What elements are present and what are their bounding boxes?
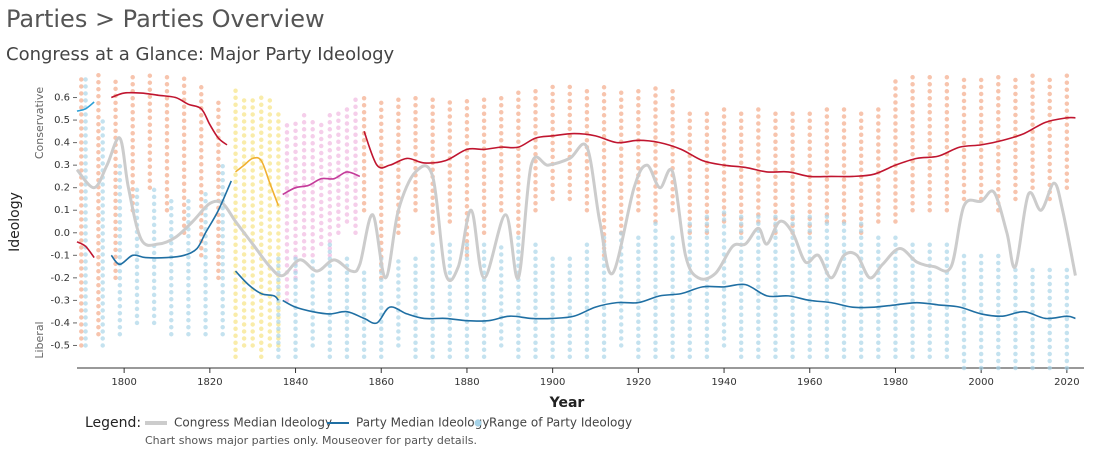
legend-label: Range of Party Ideology xyxy=(489,416,632,430)
y-tick-label: 0.3 xyxy=(54,160,70,171)
party-median-line xyxy=(110,180,232,266)
annotation: Conservative xyxy=(33,87,46,160)
x-axis-label: Year xyxy=(549,395,585,411)
x-tick-label: 1820 xyxy=(197,377,222,388)
party-median-line xyxy=(234,270,280,301)
x-tick-label: 1980 xyxy=(883,377,908,388)
y-tick-label: 0.0 xyxy=(54,228,70,239)
party-median-line xyxy=(76,101,95,112)
x-tick-label: 1860 xyxy=(369,377,394,388)
y-tick-label: 0.5 xyxy=(54,115,70,126)
x-tick-label: 1840 xyxy=(283,377,308,388)
y-tick-label: 0.1 xyxy=(54,205,70,216)
y-tick-label: 0.4 xyxy=(54,138,70,149)
x-tick-label: 1900 xyxy=(540,377,565,388)
legend-note: Chart shows major parties only. Mouseove… xyxy=(145,434,477,447)
x-tick-label: 2000 xyxy=(968,377,993,388)
party-median-line xyxy=(363,116,1076,178)
y-tick-label: -0.2 xyxy=(50,273,70,284)
y-axis-label: Ideology xyxy=(7,192,23,252)
x-tick-label: 1880 xyxy=(454,377,479,388)
x-tick-label: 1940 xyxy=(711,377,736,388)
y-tick-label: 0.6 xyxy=(54,93,70,104)
page-title: Parties > Parties Overview xyxy=(6,5,325,33)
party-median-line xyxy=(235,156,280,207)
x-tick-label: 1960 xyxy=(797,377,822,388)
legend-label: Party Median Ideology xyxy=(356,416,489,430)
congress-median-line xyxy=(75,136,1077,283)
x-tick-label: 1920 xyxy=(626,377,651,388)
chart-title: Congress at a Glance: Major Party Ideolo… xyxy=(6,44,395,65)
x-tick-label: 1800 xyxy=(111,377,136,388)
legend-marker xyxy=(474,419,482,427)
annotation: Liberal xyxy=(33,321,46,358)
legend-title: Legend: xyxy=(85,415,141,431)
y-tick-label: -0.3 xyxy=(50,295,70,306)
y-tick-label: -0.5 xyxy=(50,340,70,351)
y-tick-label: 0.2 xyxy=(54,183,70,194)
party-median-line xyxy=(111,91,228,146)
party-median-line xyxy=(282,171,361,196)
x-tick-label: 2020 xyxy=(1054,377,1079,388)
y-tick-label: -0.4 xyxy=(50,318,70,329)
party-median-line xyxy=(76,241,95,259)
y-tick-label: -0.1 xyxy=(50,250,70,261)
party-median-line xyxy=(282,283,1076,325)
legend-label: Congress Median Ideology xyxy=(174,416,332,430)
